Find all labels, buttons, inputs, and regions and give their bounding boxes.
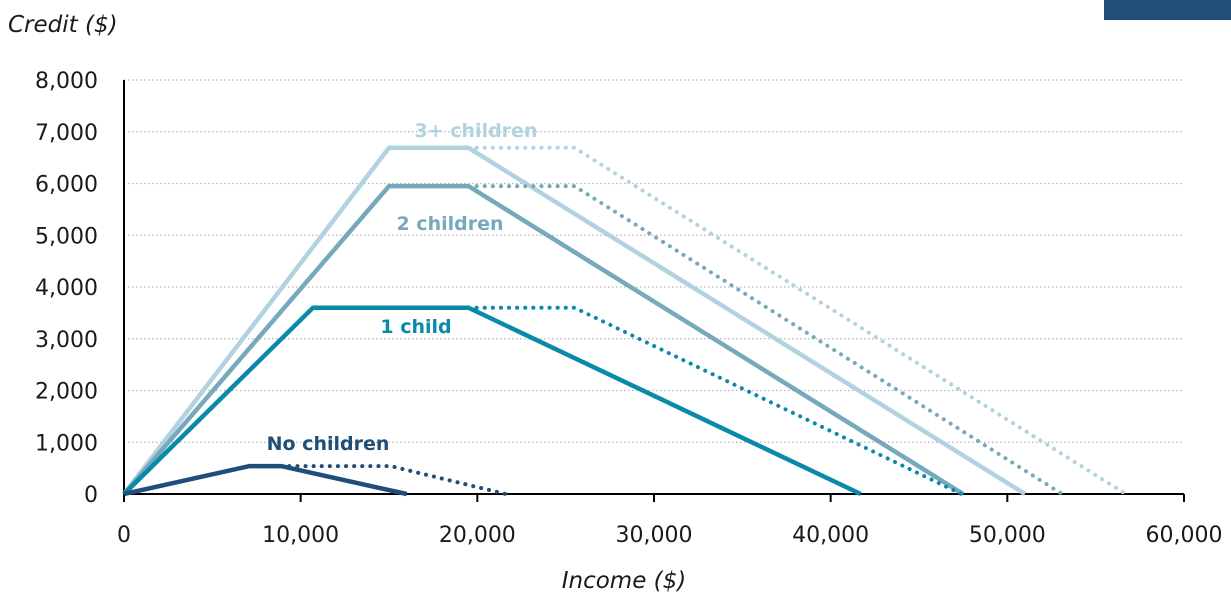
y-tick-label: 7,000 (35, 121, 98, 146)
x-tick-label: 20,000 (439, 523, 516, 548)
series-dotted-line (279, 464, 508, 496)
x-tick-label: 40,000 (792, 523, 869, 548)
y-tick-labels: 0 1,000 2,000 3,000 4,000 5,000 6,000 7,000 8,00… (35, 69, 98, 508)
series-label: 2 children (396, 213, 503, 235)
y-axis-title: Credit ($) (8, 12, 118, 38)
y-tick-label: 4,000 (35, 276, 98, 301)
series-solid-line (122, 145, 1027, 496)
y-tick-label: 1,000 (35, 431, 98, 456)
series-lines (122, 145, 1128, 497)
x-axis-title: Income ($) (562, 568, 687, 594)
series-label: 1 child (380, 316, 451, 338)
series-dotted-line (466, 305, 964, 496)
series-solid-line (123, 463, 408, 497)
series-solid-line (122, 183, 965, 496)
axes (123, 80, 1185, 502)
y-tick-label: 2,000 (35, 380, 98, 405)
x-tick-label: 60,000 (1146, 523, 1223, 548)
x-tick-label: 0 (117, 523, 131, 548)
series-dotted-line (466, 145, 1128, 496)
y-tick-label: 8,000 (35, 69, 98, 94)
y-tick-label: 3,000 (35, 328, 98, 353)
x-tick-label: 50,000 (969, 523, 1046, 548)
series-label: No children (267, 433, 390, 455)
y-tick-label: 5,000 (35, 224, 98, 249)
series-dotted-line (466, 184, 1065, 496)
y-tick-label: 6,000 (35, 173, 98, 198)
series-labels: No children 1 child 2 children 3+ children (267, 120, 538, 455)
x-tick-label: 30,000 (616, 523, 693, 548)
series-label: 3+ children (415, 120, 538, 142)
x-tick-labels: 0 10,000 20,000 30,000 40,000 50,000 60,000 (117, 523, 1222, 548)
y-tick-label: 0 (84, 483, 98, 508)
logo-mark (1104, 0, 1231, 20)
series-solid-line (122, 305, 862, 497)
x-tick-label: 10,000 (262, 523, 339, 548)
